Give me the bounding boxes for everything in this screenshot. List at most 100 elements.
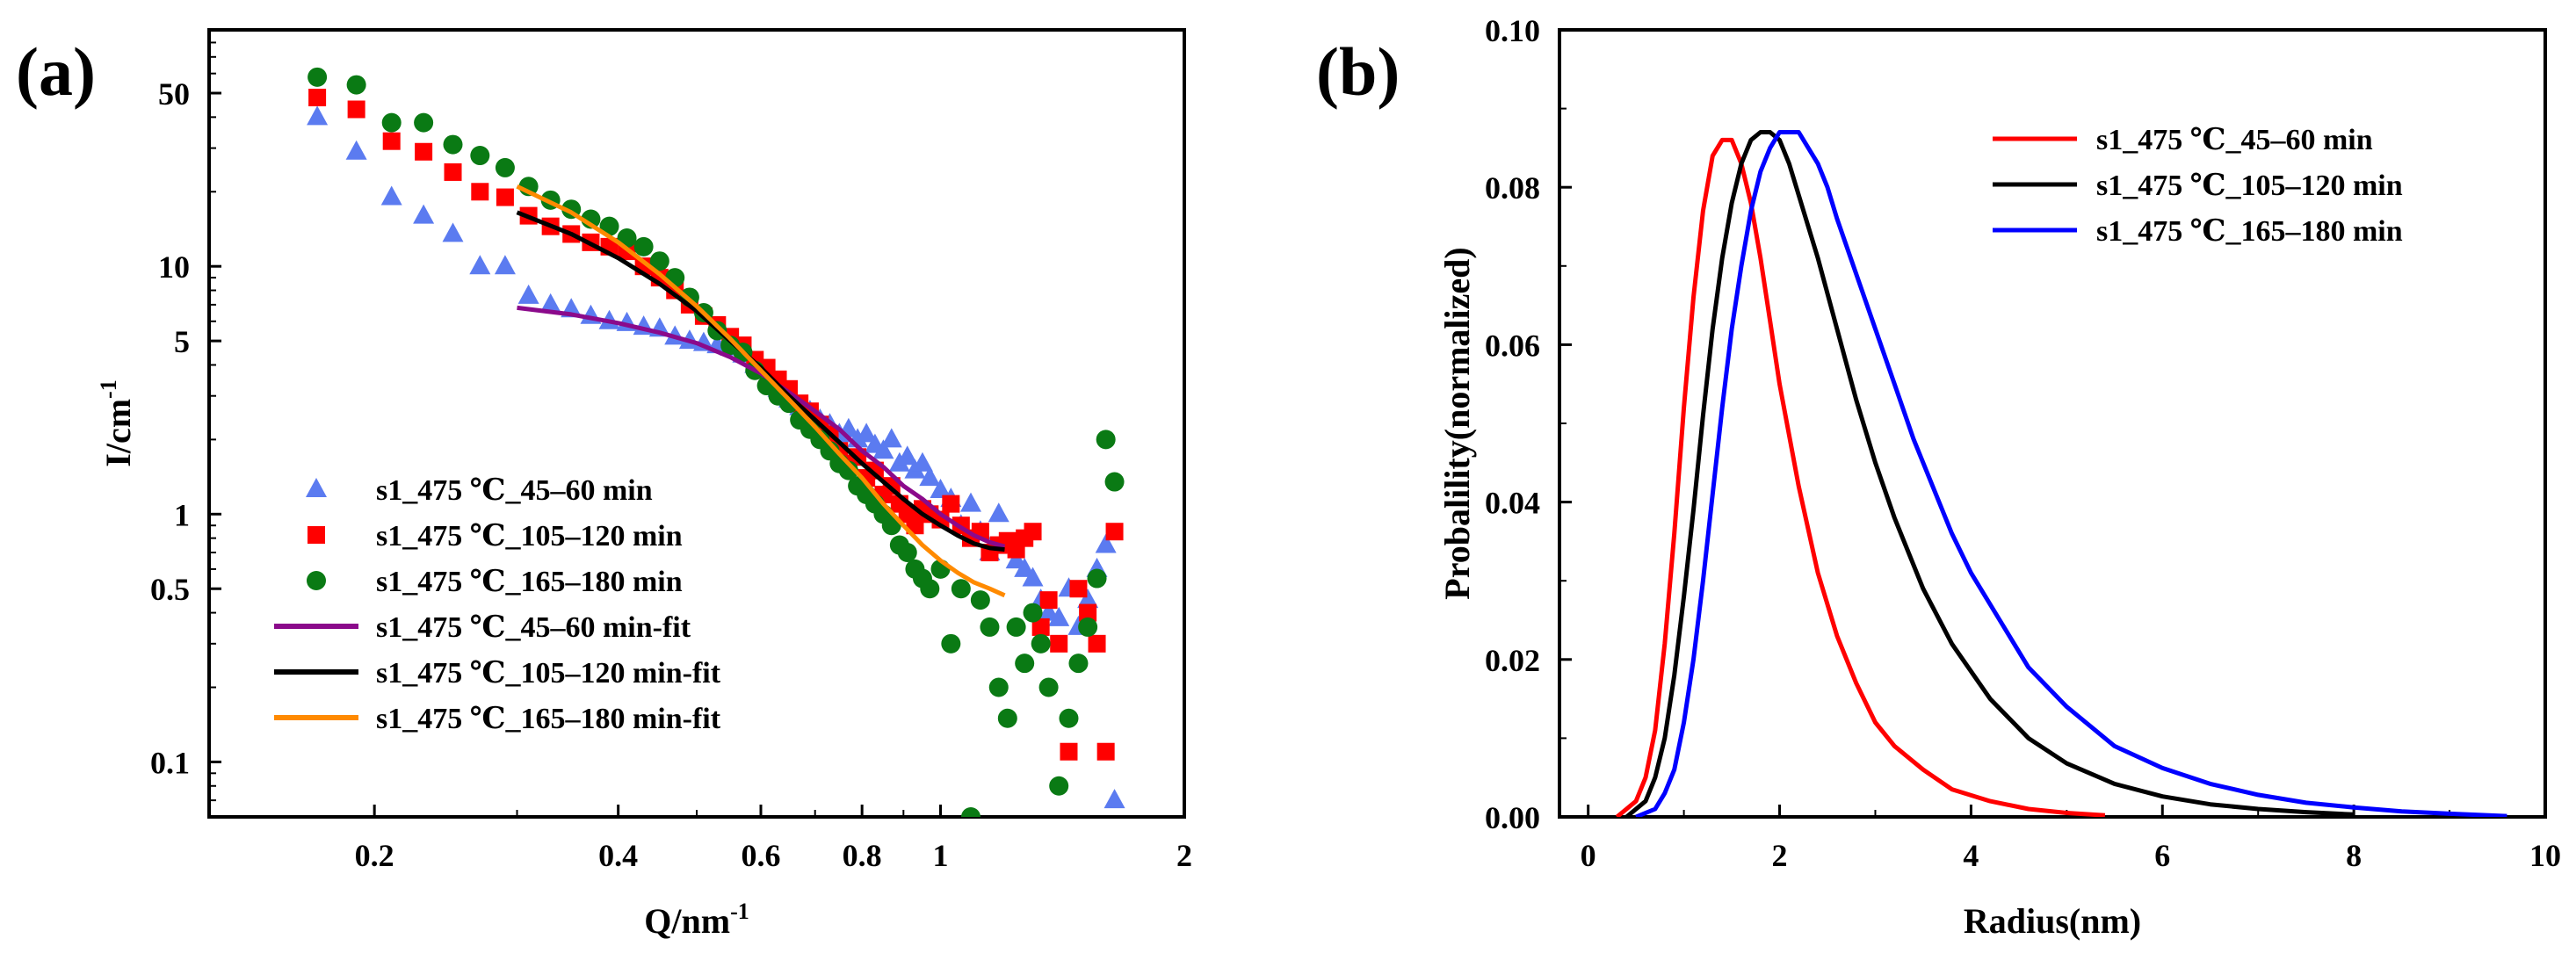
panel-label: (b): [1316, 33, 1400, 110]
x-axis-label-text: Q/nm: [644, 901, 730, 941]
data-point: [980, 617, 1000, 637]
y-axis-label: Probalility(normalized): [1437, 247, 1477, 599]
legend-item: s1_475 ℃_45–60 min: [306, 474, 653, 507]
data-point: [415, 142, 433, 161]
x-tick-label: 1: [933, 838, 949, 873]
legend-label: s1_475 ℃_45–60 min-fit: [376, 611, 691, 644]
x-tick-label: 0.6: [741, 838, 780, 873]
data-point: [920, 579, 940, 599]
legend-item: s1_475 ℃_165–180 min-fit: [274, 703, 721, 735]
legend-item: s1_475 ℃_105–120 min-fit: [274, 657, 721, 690]
data-point: [1031, 633, 1051, 654]
data-point: [382, 132, 401, 150]
data-point: [988, 502, 1009, 523]
data-point: [911, 451, 933, 472]
legend-item: s1_475 ℃_45–60 min-fit: [274, 611, 691, 644]
data-point: [471, 183, 489, 201]
y-axis-label-text: I/cm: [98, 399, 138, 467]
y-tick-label: 0.10: [1485, 13, 1540, 48]
data-point: [872, 439, 894, 459]
data-point: [1078, 617, 1098, 637]
data-point: [381, 112, 402, 133]
y-tick-label: 0.02: [1485, 643, 1540, 678]
data-point: [880, 428, 902, 448]
series-line: [1635, 130, 2507, 817]
data-point: [961, 807, 980, 817]
data-point: [1077, 589, 1099, 609]
x-tick-label: 0.4: [598, 838, 638, 873]
data-point: [633, 236, 654, 256]
data-point: [1059, 708, 1079, 728]
data-point: [1087, 568, 1107, 589]
legend-label: s1_475 ℃_45–60 min: [376, 474, 653, 507]
data-point: [308, 89, 327, 107]
x-tick-label: 6: [2154, 838, 2170, 873]
y-tick-label: 10: [158, 249, 190, 285]
data-point: [308, 67, 328, 87]
data-point: [347, 100, 365, 119]
data-point: [960, 492, 982, 512]
data-point: [346, 75, 366, 95]
data-point: [345, 140, 367, 160]
legend-label: s1_475 ℃_165–180 min: [376, 566, 683, 598]
legend-item: s1_475 ℃_165–180 min: [1993, 215, 2403, 248]
plot-frame: [1558, 28, 2547, 819]
legend-item: s1_475 ℃_105–120 min: [308, 520, 683, 552]
series-5: [516, 184, 1006, 598]
x-tick-label: 0.2: [355, 838, 394, 873]
legend-symbol: [307, 571, 326, 590]
data-point: [1096, 430, 1116, 450]
y-tick-label: 0.08: [1485, 170, 1540, 206]
series-2: [1635, 130, 2507, 817]
data-point: [1088, 634, 1106, 653]
legend-item: s1_475 ℃_165–180 min: [307, 566, 683, 598]
data-point: [444, 162, 462, 181]
y-tick-label: 0.06: [1485, 328, 1540, 363]
series-1: [1624, 130, 2355, 817]
legend-label: s1_475 ℃_165–180 min: [2096, 215, 2403, 248]
data-point: [941, 633, 961, 654]
legend-label: s1_475 ℃_105–120 min: [376, 520, 683, 552]
data-point: [495, 157, 515, 177]
chart-panel-a: (a)0.2 0.4 0.6 0.8 1 20.10.5151050Q/nm-1I/cm-…: [16, 28, 1192, 941]
data-point: [988, 677, 1009, 697]
series-0: [1615, 137, 2106, 817]
data-point: [951, 579, 971, 599]
data-point: [997, 708, 1017, 728]
x-tick-label: 2: [1772, 838, 1788, 873]
data-point: [1031, 618, 1050, 636]
x-axis-label-sup: -1: [730, 899, 749, 924]
y-tick-label: 0.1: [150, 745, 190, 780]
data-point: [970, 590, 990, 610]
data-point: [1038, 677, 1059, 697]
panel-label: (a): [16, 33, 96, 110]
data-point: [1079, 603, 1097, 622]
data-point: [1006, 617, 1026, 637]
data-point: [1069, 580, 1088, 598]
legend-label: s1_475 ℃_105–120 min: [2096, 170, 2403, 202]
data-point: [1096, 742, 1115, 761]
data-point: [1060, 742, 1078, 761]
x-tick-label: 4: [1963, 838, 1979, 873]
legend-label: s1_475 ℃_165–180 min-fit: [376, 703, 721, 735]
y-axis-label-text: Probalility(normalized): [1437, 247, 1477, 599]
legend-symbol: [308, 526, 325, 544]
data-point: [942, 495, 960, 513]
data-point: [1103, 789, 1125, 809]
series-4: [516, 210, 1005, 552]
data-point: [1039, 591, 1058, 610]
data-point: [897, 543, 917, 563]
x-tick-label: 0.8: [843, 838, 882, 873]
data-point: [1050, 634, 1068, 653]
data-point: [413, 204, 435, 224]
data-point: [1049, 776, 1069, 796]
y-axis-label-sup: -1: [96, 379, 121, 399]
legend: s1_475 ℃_45–60 min s1_475 ℃_105–120 min s1…: [274, 474, 721, 735]
legend-item: s1_475 ℃_45–60 min: [1993, 124, 2373, 156]
data-point: [930, 478, 952, 498]
series-line: [516, 210, 1005, 552]
x-tick-label: 2: [1176, 838, 1192, 873]
plot-area: [307, 67, 1125, 817]
data-point: [896, 445, 918, 466]
